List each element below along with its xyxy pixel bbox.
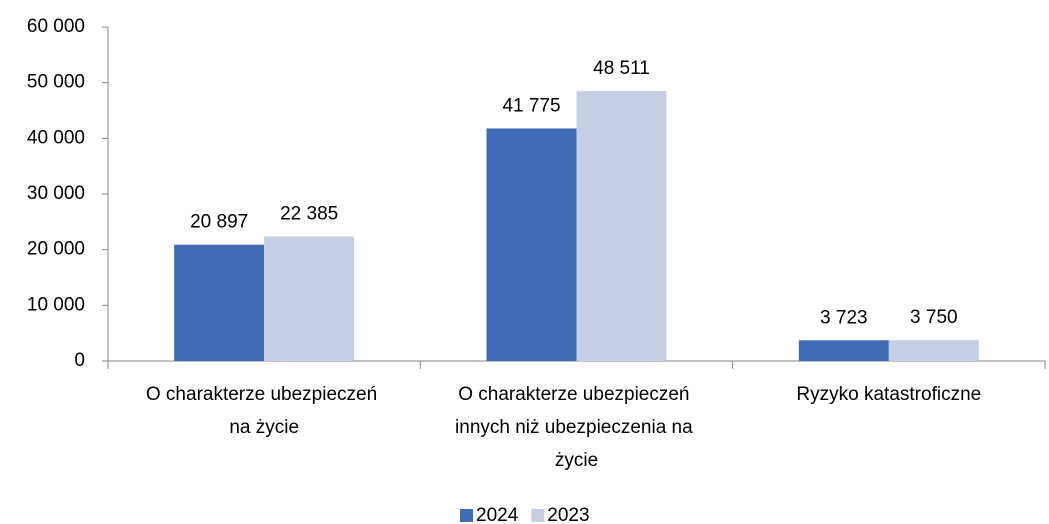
legend-label: 2023 [547,505,589,524]
bar [264,236,355,361]
value-label: 48 511 [593,58,650,79]
y-tick-label: 50 000 [27,72,85,93]
y-tick-label: 0 [74,350,85,371]
bar [576,90,667,361]
legend-swatch [531,509,545,522]
legend-swatch [460,509,473,522]
value-label: 22 385 [280,203,338,224]
value-label: 20 897 [190,212,248,233]
y-tick-label: 60 000 [27,16,85,37]
value-label: 41 775 [502,95,560,116]
y-tick-label: 10 000 [27,294,85,315]
bar [174,244,265,361]
legend-label: 2024 [476,505,519,524]
bar [486,128,577,361]
value-label: 3 723 [820,307,868,328]
value-label: 3 750 [910,307,958,328]
x-tick-label: O charakterze ubezpieczeń innych niż ube… [455,384,698,471]
y-tick-label: 20 000 [27,239,85,260]
x-tick-label: O charakterze ubezpieczeń na życie [146,384,383,438]
x-tick-label: Ryzyko katastroficzne [796,384,981,405]
y-tick-label: 30 000 [27,183,85,204]
y-tick-label: 40 000 [27,127,85,148]
bar [798,340,889,361]
bar [888,340,979,361]
